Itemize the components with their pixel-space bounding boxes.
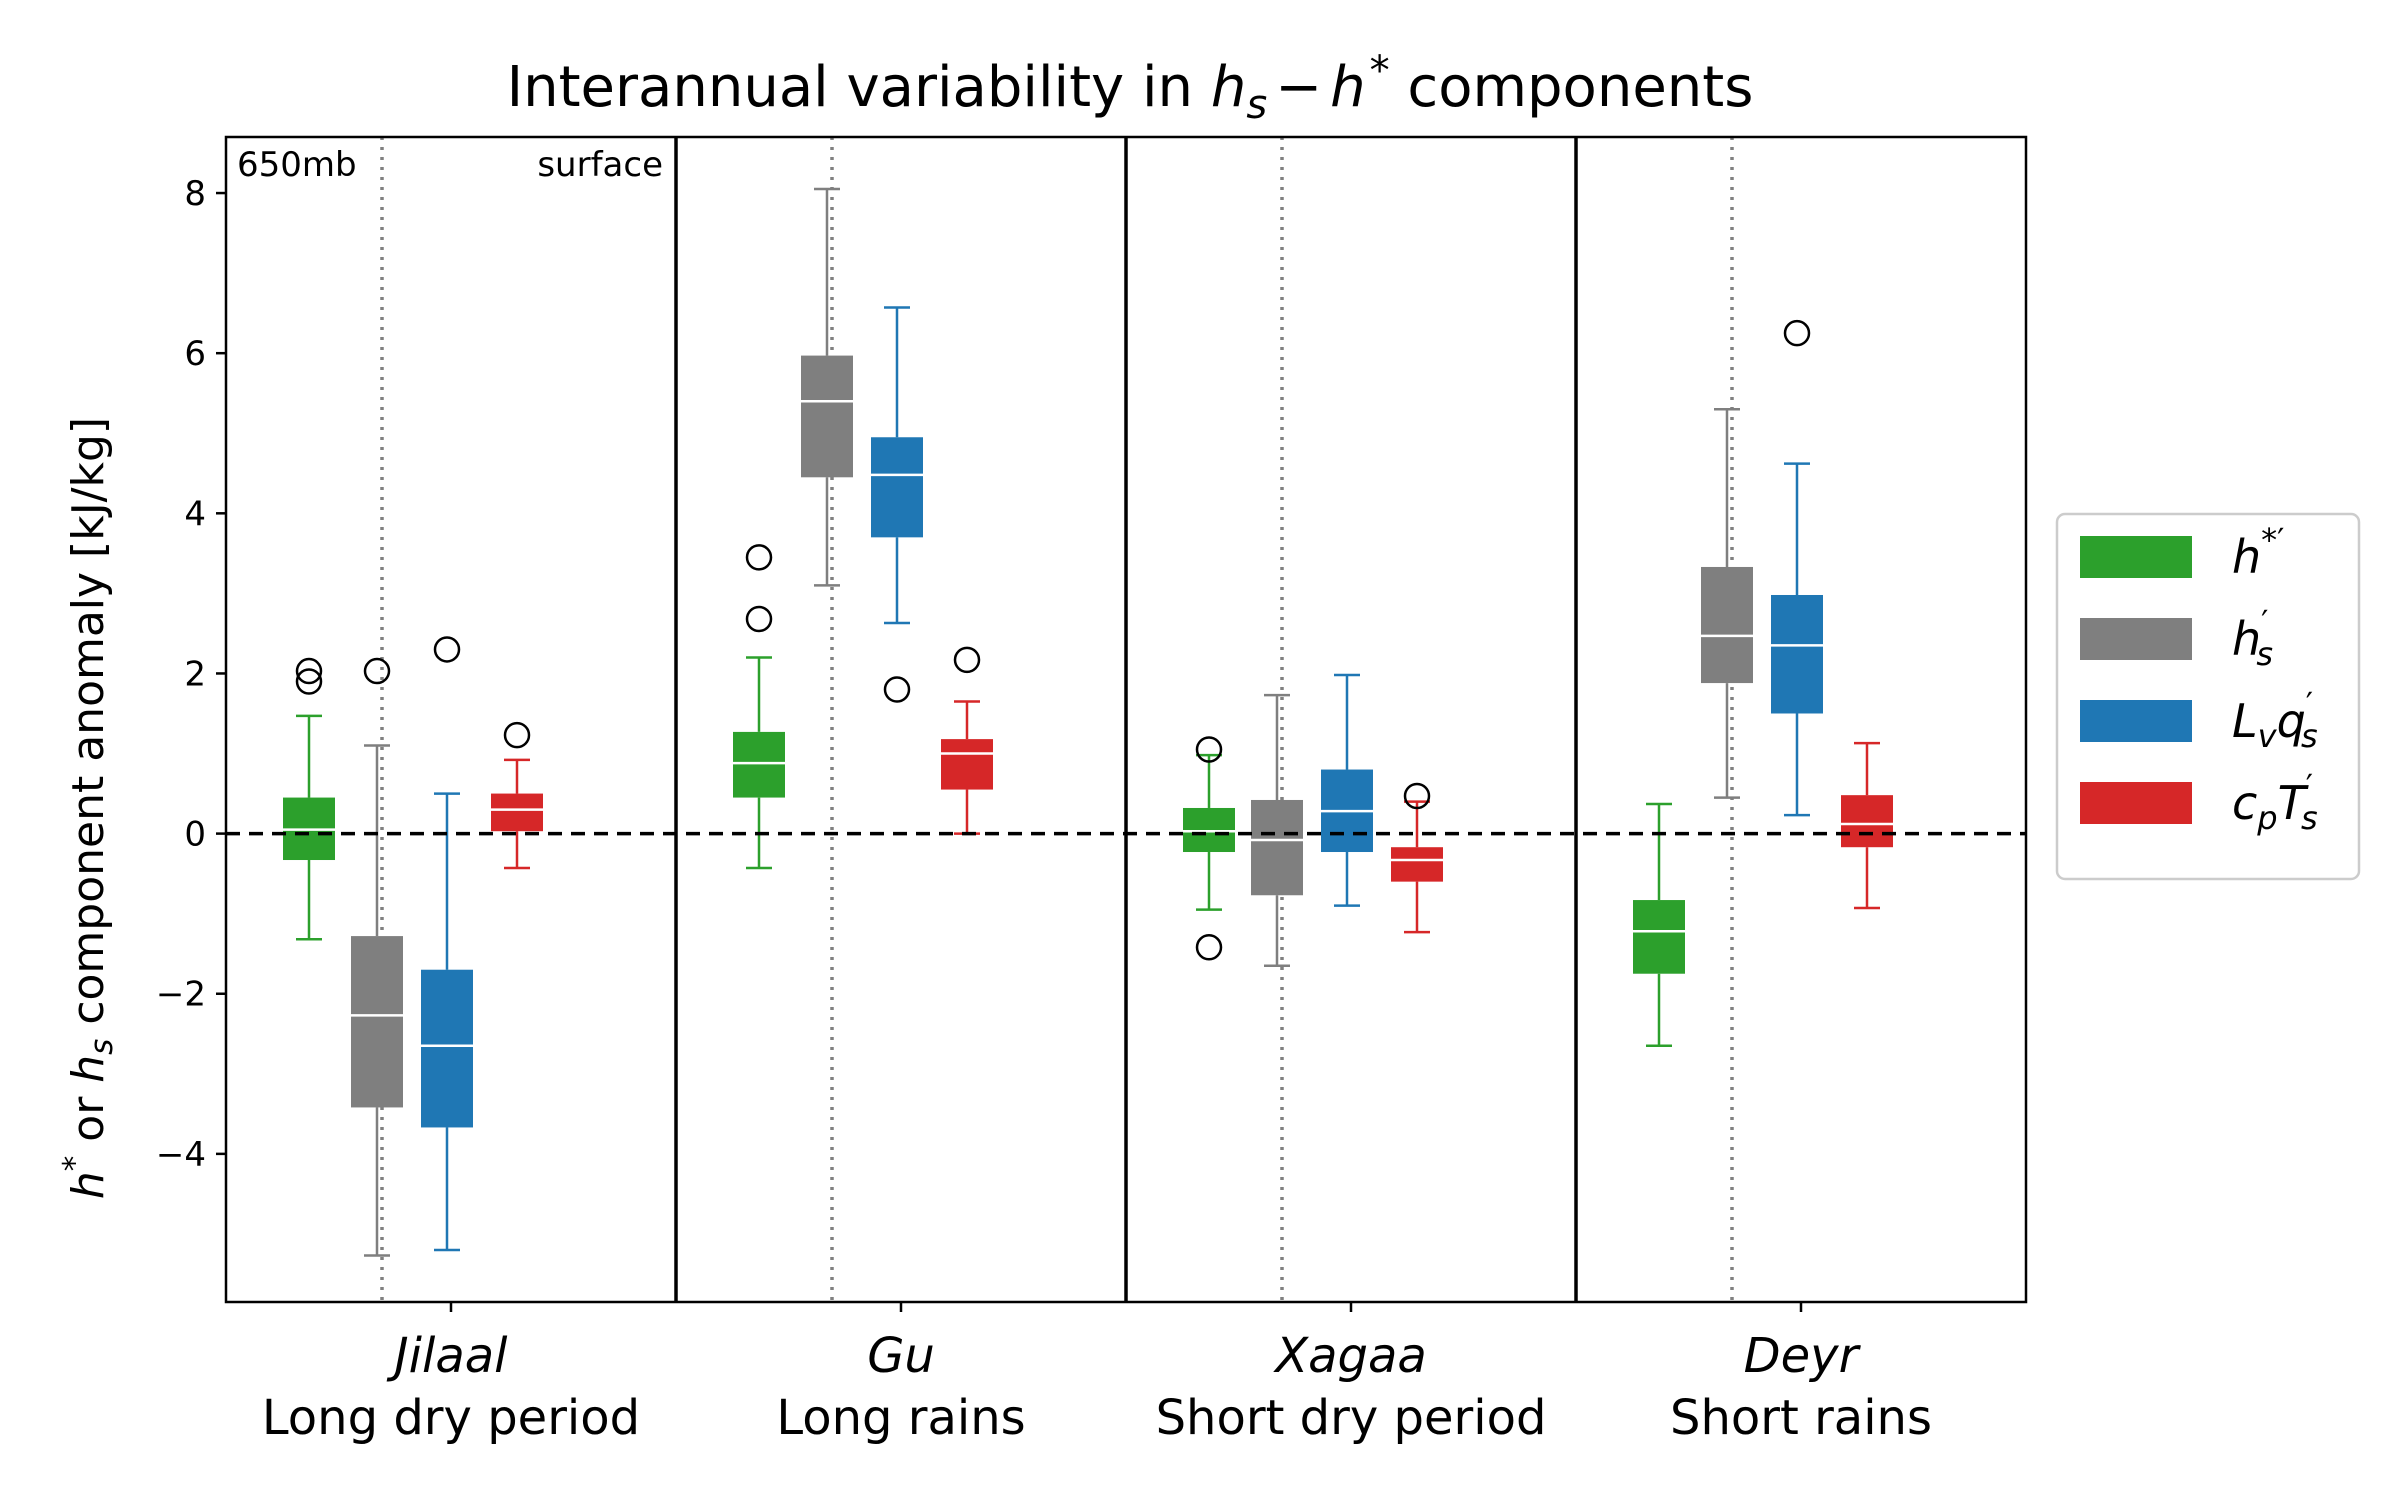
box-xagaa-cpts [1391,782,1443,934]
period-desc-gu: Long rains [776,1390,1025,1446]
period-name-jilaal: Jilaal [387,1328,509,1384]
box-xagaa-lvqs [1321,673,1373,907]
iqr-box [1633,900,1685,974]
period-desc-deyr: Short rains [1670,1390,1932,1446]
box-plots [283,187,1893,1257]
period-name-gu: Gu [867,1328,935,1384]
legend: h*′ h′ s Lvq′ s cpT′ s [2055,512,2361,881]
iqr-box [1701,566,1753,684]
box-xagaa-hstar [1183,736,1235,961]
y-tick-label: 2 [184,654,206,694]
legend-label-lvqs: Lvq′ s [2232,685,2318,755]
separators [380,137,1734,1302]
iqr-box [941,739,993,790]
outlier-point [503,721,531,749]
level-label-surface: surface [537,145,663,185]
plot-frame [224,135,2028,1304]
box-deyr-lvqs [1771,319,1823,817]
box-deyr-hstar [1633,802,1685,1048]
iqr-box [1841,795,1893,848]
outlier-point [1403,782,1431,810]
y-tick-label: 0 [184,815,206,855]
outlier-point [433,636,461,663]
iqr-box [351,936,403,1108]
outlier-point [1195,736,1223,763]
y-tick-label: 4 [184,494,206,534]
y-axis-label: h* or hs component anomaly [kJ/kg] [57,417,120,1199]
period-desc-xagaa: Short dry period [1156,1390,1547,1446]
box-xagaa-hs [1251,693,1303,967]
iqr-box [421,969,473,1128]
chart-title: Interannual variability in hs − h * compone… [507,48,1754,128]
outlier-point [1783,319,1811,347]
box-gu-cpts [941,646,993,835]
iqr-box [1251,799,1303,896]
box-jilaal-hs [351,657,403,1257]
legend-swatch-hs [2080,618,2192,660]
iqr-box [801,355,853,478]
box-gu-hs [801,187,853,587]
box-jilaal-cpts [491,721,543,870]
outlier-point [1195,934,1223,961]
chart-title-text: Interannual variability in [507,55,1211,120]
outlier-point [745,605,773,633]
legend-label-hstar: h*′ [2232,521,2284,584]
iqr-box [1391,847,1443,882]
x-axis-labels: Jilaal Long dry period Gu Long rains Xagaa Sh… [262,1302,1932,1446]
iqr-box [733,731,785,798]
iqr-box [871,437,923,538]
period-name-xagaa: Xagaa [1272,1328,1427,1384]
outlier-point [363,657,391,685]
y-tick-label: −4 [156,1135,206,1175]
box-gu-lvqs [871,306,923,703]
outlier-point [883,676,911,703]
box-deyr-hs [1701,407,1753,799]
iqr-box [491,793,543,832]
legend-swatch-lvqs [2080,700,2192,742]
legend-label-cpts: cpT′ s [2232,767,2318,837]
y-tick-label: 8 [184,174,206,214]
y-tick-label: −2 [156,975,206,1015]
box-jilaal-hstar [283,657,335,941]
y-axis: 8 6 4 2 0 −2 −4 [156,174,226,1175]
iqr-box [1771,594,1823,714]
period-name-deyr: Deyr [1744,1328,1862,1384]
box-deyr-cpts [1841,741,1893,910]
outlier-point [295,668,323,695]
outlier-point [953,646,981,674]
period-desc-jilaal: Long dry period [262,1390,640,1446]
y-tick-label: 6 [184,334,206,374]
legend-swatch-cpts [2080,782,2192,824]
legend-label-hs: h′ s [2232,603,2273,673]
legend-swatch-hstar [2080,536,2192,578]
box-jilaal-lvqs [421,636,473,1252]
outlier-point [745,544,773,571]
outlier-point [295,657,323,685]
level-label-650mb: 650mb [237,145,357,185]
